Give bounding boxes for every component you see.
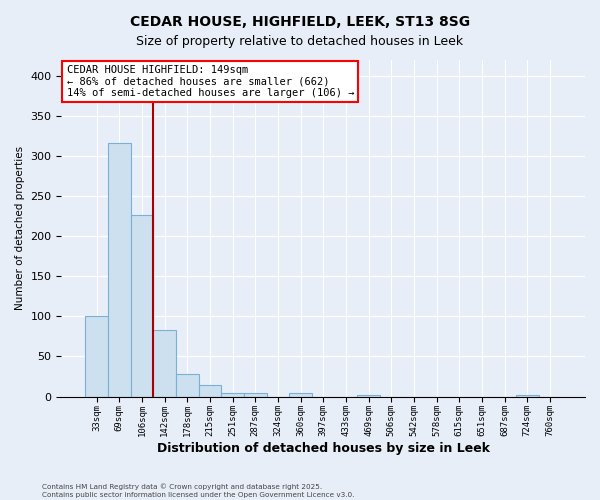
Text: CEDAR HOUSE, HIGHFIELD, LEEK, ST13 8SG: CEDAR HOUSE, HIGHFIELD, LEEK, ST13 8SG	[130, 15, 470, 29]
Bar	[244, 394, 266, 396]
Bar	[176, 374, 199, 396]
Text: Contains HM Land Registry data © Crown copyright and database right 2025.
Contai: Contains HM Land Registry data © Crown c…	[42, 484, 355, 498]
Bar	[221, 392, 244, 396]
Bar	[108, 142, 131, 396]
Bar	[516, 395, 539, 396]
Bar	[357, 395, 380, 396]
Bar	[289, 392, 312, 396]
Text: Size of property relative to detached houses in Leek: Size of property relative to detached ho…	[136, 35, 464, 48]
Y-axis label: Number of detached properties: Number of detached properties	[15, 146, 25, 310]
Bar	[131, 216, 153, 396]
Bar	[153, 330, 176, 396]
X-axis label: Distribution of detached houses by size in Leek: Distribution of detached houses by size …	[157, 442, 490, 455]
Bar	[199, 386, 221, 396]
Bar	[85, 316, 108, 396]
Text: CEDAR HOUSE HIGHFIELD: 149sqm
← 86% of detached houses are smaller (662)
14% of : CEDAR HOUSE HIGHFIELD: 149sqm ← 86% of d…	[67, 65, 354, 98]
